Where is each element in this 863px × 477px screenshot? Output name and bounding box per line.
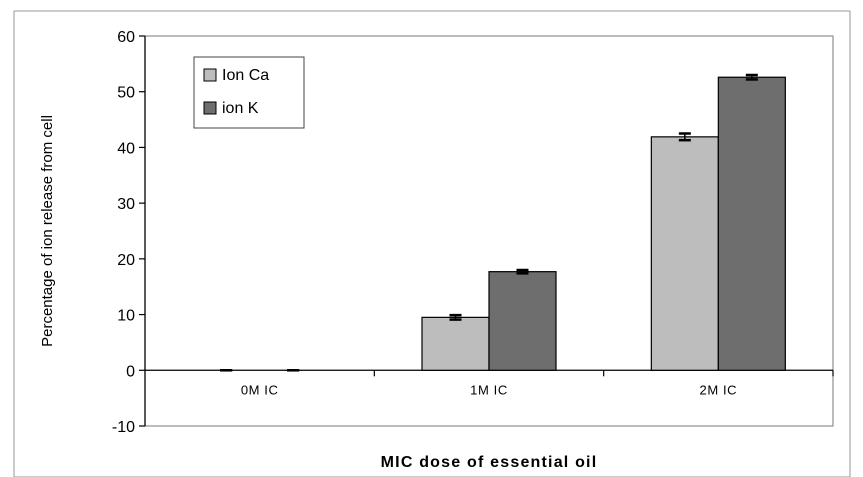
y-tick-label-7: 60	[117, 29, 135, 46]
legend-swatch-ion-k	[204, 102, 216, 114]
legend: Ion Ca ion K	[194, 57, 304, 128]
bar-ion-ca-2	[651, 137, 718, 370]
bar-ion-k-2	[718, 77, 785, 370]
x-tick-label-1: 1M IC	[470, 382, 508, 397]
y-tick-label-2: 10	[117, 308, 135, 325]
bar-ion-ca-1	[422, 317, 489, 370]
bar-ion-k-1	[489, 272, 556, 371]
x-tick-label-0: 0M IC	[241, 382, 279, 397]
y-axis-label: Percentage of ion release from cell	[39, 115, 56, 347]
x-tick-label-2: 2M IC	[699, 382, 737, 397]
legend-label-ion-k: ion K	[222, 100, 259, 117]
y-tick-label-4: 30	[117, 196, 135, 213]
y-tick-label-5: 40	[117, 140, 135, 157]
y-tick-label-3: 20	[117, 252, 135, 269]
x-axis-label: MIC dose of essential oil	[381, 454, 598, 471]
legend-swatch-ion-ca	[204, 69, 216, 81]
y-tick-label-6: 50	[117, 85, 135, 102]
y-tick-label-0: -10	[112, 419, 135, 436]
legend-label-ion-ca: Ion Ca	[222, 67, 269, 84]
y-tick-label-1: 0	[126, 363, 135, 380]
